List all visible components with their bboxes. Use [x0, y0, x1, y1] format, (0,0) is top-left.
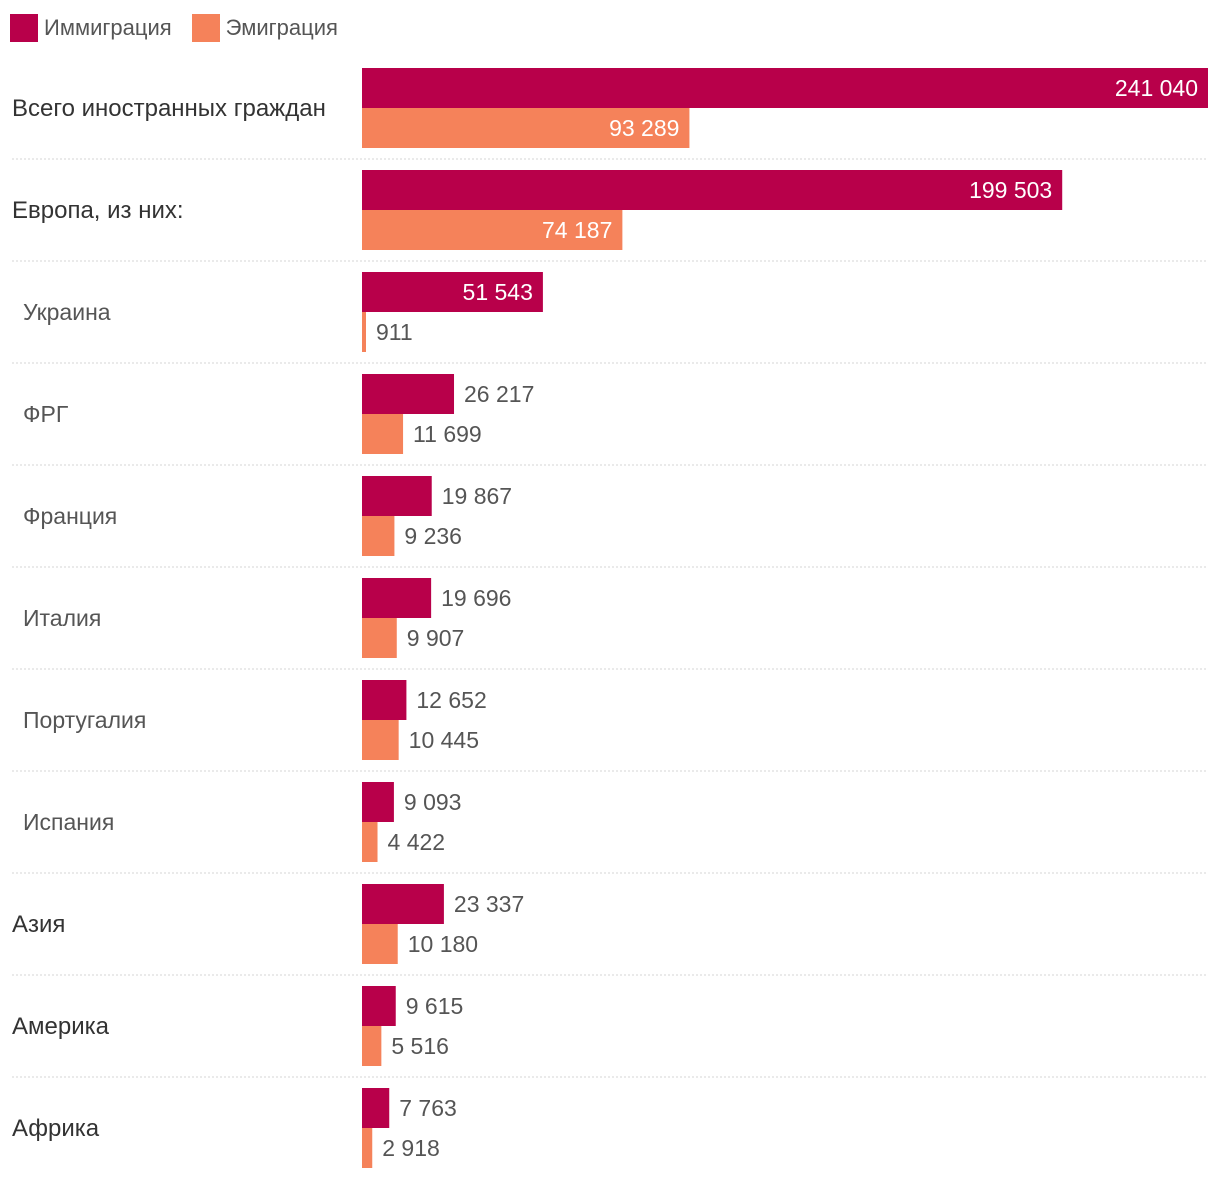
- immigration-value-label: 9 093: [404, 789, 462, 815]
- immigration-value-label: 26 217: [464, 381, 534, 407]
- category-label: Европа, из них:: [12, 197, 184, 224]
- immigration-bar[interactable]: [362, 272, 543, 312]
- category-row: Африка 7 763 2 918: [12, 1088, 457, 1168]
- immigration-value-label: 12 652: [416, 687, 486, 713]
- immigration-value-label: 241 040: [1115, 75, 1198, 101]
- category-label: Италия: [23, 605, 101, 631]
- emigration-bar[interactable]: [362, 1128, 373, 1168]
- category-row: Америка 9 615 5 516: [12, 986, 1208, 1078]
- category-row: Португалия 12 652 10 445: [12, 680, 1208, 772]
- category-row: Испания 9 093 4 422: [12, 782, 1208, 874]
- immigration-bar[interactable]: [362, 170, 1063, 210]
- category-label: Франция: [23, 503, 117, 529]
- immigration-bar[interactable]: [362, 986, 396, 1026]
- category-label: Африка: [12, 1115, 100, 1142]
- legend-swatch-emigration: [191, 14, 220, 42]
- emigration-value-label: 4 422: [388, 829, 446, 855]
- legend: Иммиграция Эмиграция: [10, 13, 358, 43]
- emigration-value-label: 9 236: [404, 523, 462, 549]
- emigration-bar[interactable]: [362, 414, 404, 454]
- immigration-value-label: 51 543: [463, 279, 533, 305]
- emigration-bar[interactable]: [362, 108, 690, 148]
- category-label: Украина: [23, 299, 111, 325]
- emigration-value-label: 911: [376, 319, 413, 345]
- category-label: Азия: [12, 911, 65, 938]
- legend-item-immigration[interactable]: Иммиграция: [10, 14, 172, 42]
- immigration-bar[interactable]: [362, 374, 455, 414]
- emigration-value-label: 9 907: [407, 625, 465, 651]
- category-row: ФРГ 26 217 11 699: [12, 374, 1208, 466]
- immigration-bar[interactable]: [362, 680, 407, 720]
- immigration-value-label: 23 337: [454, 891, 524, 917]
- legend-item-emigration[interactable]: Эмиграция: [191, 14, 338, 42]
- emigration-bar[interactable]: [362, 312, 366, 352]
- legend-swatch-immigration: [10, 14, 38, 42]
- immigration-bar[interactable]: [362, 578, 432, 618]
- immigration-value-label: 19 696: [441, 585, 511, 611]
- category-label: Америка: [12, 1013, 110, 1040]
- emigration-value-label: 10 180: [408, 931, 478, 957]
- emigration-bar[interactable]: [362, 822, 378, 862]
- immigration-value-label: 9 615: [406, 993, 464, 1019]
- immigration-bar[interactable]: [362, 68, 1208, 108]
- emigration-value-label: 10 445: [409, 727, 479, 753]
- immigration-bar[interactable]: [362, 1088, 390, 1128]
- immigration-value-label: 7 763: [399, 1095, 457, 1121]
- immigration-bar[interactable]: [362, 476, 432, 516]
- emigration-value-label: 74 187: [542, 217, 612, 243]
- immigration-value-label: 19 867: [442, 483, 512, 509]
- category-label: Португалия: [23, 707, 146, 733]
- emigration-bar[interactable]: [362, 1026, 382, 1066]
- category-row: Европа, из них: 199 503 74 187: [12, 170, 1208, 262]
- immigration-bar[interactable]: [362, 782, 394, 822]
- emigration-bar[interactable]: [362, 720, 399, 760]
- category-row: Украина 51 543 911: [12, 272, 1208, 364]
- emigration-value-label: 5 516: [391, 1033, 449, 1059]
- category-label: Всего иностранных граждан: [12, 95, 326, 122]
- category-label: ФРГ: [23, 401, 69, 427]
- emigration-value-label: 11 699: [413, 421, 482, 447]
- emigration-value-label: 2 918: [382, 1135, 440, 1161]
- emigration-bar[interactable]: [362, 618, 397, 658]
- emigration-bar[interactable]: [362, 516, 395, 556]
- immigration-value-label: 199 503: [969, 177, 1052, 203]
- category-row: Всего иностранных граждан 241 040 93 289: [12, 68, 1208, 160]
- legend-label-emigration: Эмиграция: [225, 15, 338, 40]
- category-row: Азия 23 337 10 180: [12, 884, 1208, 976]
- category-row: Италия 19 696 9 907: [12, 578, 1208, 670]
- emigration-bar[interactable]: [362, 210, 623, 250]
- immigration-bar[interactable]: [362, 884, 444, 924]
- emigration-bar[interactable]: [362, 924, 398, 964]
- category-label: Испания: [23, 809, 114, 835]
- category-row: Франция 19 867 9 236: [12, 476, 1208, 568]
- emigration-value-label: 93 289: [609, 115, 679, 141]
- legend-label-immigration: Иммиграция: [44, 15, 172, 40]
